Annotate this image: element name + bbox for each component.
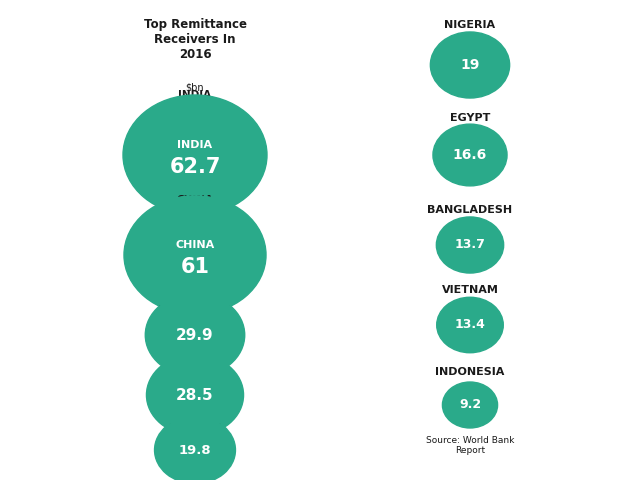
Text: PHILIPPINES: PHILIPPINES xyxy=(158,305,232,315)
Text: CHINA: CHINA xyxy=(175,240,215,250)
Ellipse shape xyxy=(433,124,507,186)
Text: 9.2: 9.2 xyxy=(459,398,481,411)
Text: 28.5: 28.5 xyxy=(176,387,214,403)
Text: CHINA: CHINA xyxy=(176,195,214,205)
Text: 61: 61 xyxy=(181,257,210,277)
Text: 29.9: 29.9 xyxy=(176,327,214,343)
Ellipse shape xyxy=(146,355,244,435)
Ellipse shape xyxy=(146,294,244,376)
Ellipse shape xyxy=(430,32,510,98)
Ellipse shape xyxy=(437,217,503,273)
Text: INDIA: INDIA xyxy=(178,140,212,150)
Text: Top Remittance
Receivers In
2016: Top Remittance Receivers In 2016 xyxy=(144,18,246,61)
Ellipse shape xyxy=(154,416,236,480)
Text: VIETNAM: VIETNAM xyxy=(442,285,498,295)
Text: MEXICO: MEXICO xyxy=(172,365,218,375)
Text: 16.6: 16.6 xyxy=(453,148,487,162)
Text: Source: World Bank
Report: Source: World Bank Report xyxy=(426,436,514,455)
Text: BANGLADESH: BANGLADESH xyxy=(427,205,513,215)
Ellipse shape xyxy=(123,95,267,215)
Ellipse shape xyxy=(442,382,498,428)
Text: PAKISTAN: PAKISTAN xyxy=(168,423,222,433)
Ellipse shape xyxy=(124,196,266,314)
Text: $bn: $bn xyxy=(186,82,204,92)
Text: 62.7: 62.7 xyxy=(169,157,220,177)
Text: 13.7: 13.7 xyxy=(455,239,486,252)
Text: 19: 19 xyxy=(461,58,479,72)
Text: INDONESIA: INDONESIA xyxy=(435,367,505,377)
Text: EGYPT: EGYPT xyxy=(450,113,490,123)
Text: 13.4: 13.4 xyxy=(455,319,486,332)
Text: 19.8: 19.8 xyxy=(179,444,211,456)
Text: INDIA: INDIA xyxy=(178,90,212,100)
Ellipse shape xyxy=(437,297,503,353)
Text: NIGERIA: NIGERIA xyxy=(444,20,496,30)
